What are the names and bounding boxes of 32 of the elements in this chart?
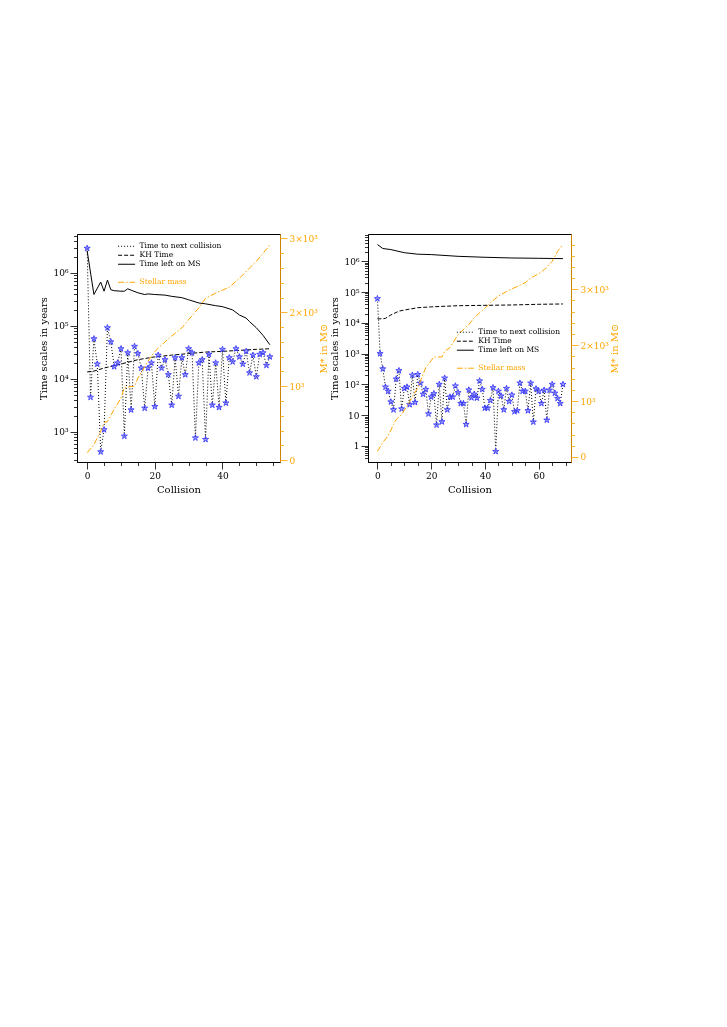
y-tick-label: 1 <box>353 441 360 452</box>
y-tick-label: 10² <box>344 379 360 390</box>
x-axis-title: Collision <box>156 483 202 495</box>
x-tick-label: 0 <box>375 470 382 481</box>
y2-tick-label: 0 <box>289 455 296 466</box>
y2-axis-title: M* in M⊙ <box>317 323 329 374</box>
y-tick-label: 10⁵ <box>53 321 69 332</box>
y2-tick-label: 10³ <box>289 381 305 392</box>
y2-axis-title: M* in M⊙ <box>608 323 620 374</box>
y2-tick-label: 3×10³ <box>289 233 319 244</box>
y-tick-label: 10⁶ <box>53 268 69 279</box>
x-tick-label: 0 <box>84 470 91 481</box>
y-axis-title: Time scales in years <box>329 297 341 400</box>
y-tick-label: 10⁶ <box>344 256 360 267</box>
y2-tick-label: 10³ <box>580 396 596 407</box>
y-tick-label: 10⁵ <box>344 287 360 298</box>
y2-tick-label: 2×10³ <box>580 340 610 351</box>
y-tick-label: 10⁴ <box>344 318 360 329</box>
y-tick-label: 10⁴ <box>53 374 69 385</box>
y2-tick-label: 0 <box>580 452 587 463</box>
x-tick-label: 40 <box>217 470 229 481</box>
y-axis-title: Time scales in years <box>38 297 50 400</box>
x-tick-label: 40 <box>479 470 492 481</box>
x-axis-title: Collision <box>447 483 493 495</box>
y2-tick-label: 2×10³ <box>289 307 319 318</box>
x-tick-label: 20 <box>425 470 438 481</box>
y2-tick-label: 3×10³ <box>580 284 610 295</box>
x-tick-label: 20 <box>149 470 162 481</box>
y-tick-label: 10 <box>348 410 360 421</box>
x-tick-label: 60 <box>533 470 546 481</box>
y-tick-label: 10³ <box>53 427 69 438</box>
y-tick-label: 10³ <box>344 349 360 360</box>
